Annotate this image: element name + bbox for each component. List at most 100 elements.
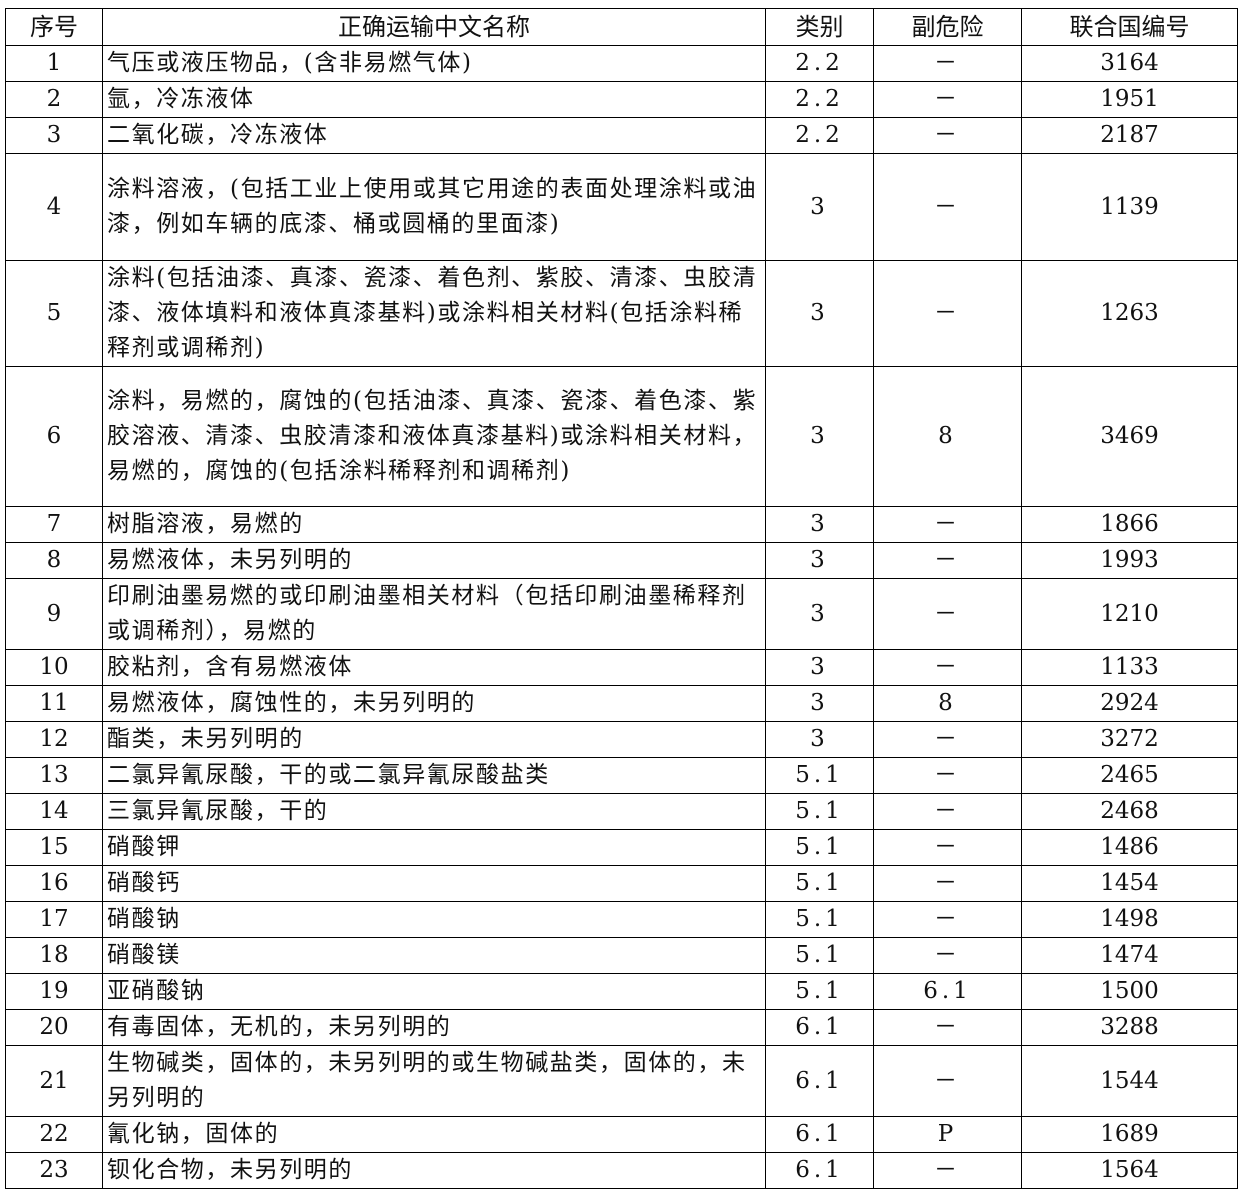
un-number: 2468 xyxy=(1021,793,1238,830)
header-row: 序号 正确运输中文名称 类别 副危险 联合国编号 xyxy=(5,8,1238,46)
shipping-name: 二氯异氰尿酸，干的或二氯异氰尿酸盐类 xyxy=(102,757,766,794)
hazard-class: 3 xyxy=(765,260,874,367)
hazard-class: 3 xyxy=(765,649,874,686)
hazard-class: 6.1 xyxy=(765,1045,874,1117)
table-row: 5 涂料(包括油漆、真漆、瓷漆、着色剂、紫胶、清漆、虫胶清漆、液体填料和液体真漆基… xyxy=(5,260,1238,367)
header-class: 类别 xyxy=(765,8,874,46)
row-number: 19 xyxy=(5,973,103,1010)
subsidiary-risk: － xyxy=(873,937,1022,974)
subsidiary-risk: － xyxy=(873,45,1022,82)
row-number: 16 xyxy=(5,865,103,902)
un-number: 3272 xyxy=(1021,721,1238,758)
un-number: 2465 xyxy=(1021,757,1238,794)
subsidiary-risk: － xyxy=(873,1152,1022,1189)
header-subsidiary-risk: 副危险 xyxy=(873,8,1022,46)
hazard-class: 5.1 xyxy=(765,901,874,938)
shipping-name: 氩，冷冻液体 xyxy=(102,81,766,118)
hazard-class: 6.1 xyxy=(765,1009,874,1046)
table-row: 9 印刷油墨易燃的或印刷油墨相关材料（包括印刷油墨稀释剂或调稀剂），易燃的 3 － 12… xyxy=(5,578,1238,650)
header-name: 正确运输中文名称 xyxy=(102,8,766,46)
hazard-class: 6.1 xyxy=(765,1152,874,1189)
subsidiary-risk: － xyxy=(873,153,1022,261)
shipping-name: 硝酸钾 xyxy=(102,829,766,866)
subsidiary-risk: 6.1 xyxy=(873,973,1022,1010)
row-number: 1 xyxy=(5,45,103,82)
hazard-class: 5.1 xyxy=(765,937,874,974)
shipping-name: 涂料溶液，(包括工业上使用或其它用途的表面处理涂料或油漆，例如车辆的底漆、桶或圆… xyxy=(102,153,766,261)
row-number: 7 xyxy=(5,506,103,543)
un-number: 1993 xyxy=(1021,542,1238,579)
subsidiary-risk: － xyxy=(873,260,1022,367)
table-row: 19 亚硝酸钠 5.1 6.1 1500 xyxy=(5,973,1238,1010)
shipping-name: 树脂溶液，易燃的 xyxy=(102,506,766,543)
shipping-name: 易燃液体，未另列明的 xyxy=(102,542,766,579)
row-number: 14 xyxy=(5,793,103,830)
hazard-class: 3 xyxy=(765,578,874,650)
subsidiary-risk: － xyxy=(873,901,1022,938)
un-number: 1474 xyxy=(1021,937,1238,974)
row-number: 5 xyxy=(5,260,103,367)
header-no: 序号 xyxy=(5,8,103,46)
table-row: 14 三氯异氰尿酸，干的 5.1 － 2468 xyxy=(5,793,1238,830)
row-number: 8 xyxy=(5,542,103,579)
shipping-name: 气压或液压物品，(含非易燃气体) xyxy=(102,45,766,82)
shipping-name: 硝酸钠 xyxy=(102,901,766,938)
subsidiary-risk: － xyxy=(873,829,1022,866)
hazard-class: 5.1 xyxy=(765,865,874,902)
subsidiary-risk: － xyxy=(873,793,1022,830)
header-un-number: 联合国编号 xyxy=(1021,8,1238,46)
table-row: 18 硝酸镁 5.1 － 1474 xyxy=(5,937,1238,974)
un-number: 1133 xyxy=(1021,649,1238,686)
row-number: 6 xyxy=(5,366,103,507)
un-number: 2924 xyxy=(1021,685,1238,722)
un-number: 1500 xyxy=(1021,973,1238,1010)
un-number: 2187 xyxy=(1021,117,1238,154)
shipping-name: 二氧化碳，冷冻液体 xyxy=(102,117,766,154)
table-row: 17 硝酸钠 5.1 － 1498 xyxy=(5,901,1238,938)
row-number: 11 xyxy=(5,685,103,722)
table-row: 15 硝酸钾 5.1 － 1486 xyxy=(5,829,1238,866)
hazard-class: 3 xyxy=(765,366,874,507)
table-row: 21 生物碱类，固体的，未另列明的或生物碱盐类，固体的，未另列明的 6.1 － 1544 xyxy=(5,1045,1238,1117)
table-row: 3 二氧化碳，冷冻液体 2.2 － 2187 xyxy=(5,117,1238,154)
un-number: 1263 xyxy=(1021,260,1238,367)
row-number: 2 xyxy=(5,81,103,118)
shipping-name: 硝酸镁 xyxy=(102,937,766,974)
subsidiary-risk: － xyxy=(873,542,1022,579)
subsidiary-risk: － xyxy=(873,1045,1022,1117)
row-number: 10 xyxy=(5,649,103,686)
un-number: 1498 xyxy=(1021,901,1238,938)
row-number: 18 xyxy=(5,937,103,974)
shipping-name: 氰化钠，固体的 xyxy=(102,1116,766,1153)
shipping-name: 亚硝酸钠 xyxy=(102,973,766,1010)
subsidiary-risk: － xyxy=(873,506,1022,543)
table-row: 10 胶粘剂，含有易燃液体 3 － 1133 xyxy=(5,649,1238,686)
un-number: 1689 xyxy=(1021,1116,1238,1153)
subsidiary-risk: － xyxy=(873,757,1022,794)
shipping-name: 易燃液体，腐蚀性的，未另列明的 xyxy=(102,685,766,722)
row-number: 4 xyxy=(5,153,103,261)
subsidiary-risk: － xyxy=(873,865,1022,902)
table-row: 8 易燃液体，未另列明的 3 － 1993 xyxy=(5,542,1238,579)
row-number: 13 xyxy=(5,757,103,794)
hazard-class: 3 xyxy=(765,153,874,261)
hazard-class: 5.1 xyxy=(765,973,874,1010)
table-row: 2 氩，冷冻液体 2.2 － 1951 xyxy=(5,81,1238,118)
table-row: 6 涂料，易燃的，腐蚀的(包括油漆、真漆、瓷漆、着色漆、紫胶溶液、清漆、虫胶清漆和… xyxy=(5,366,1238,507)
table-row: 22 氰化钠，固体的 6.1 P 1689 xyxy=(5,1116,1238,1153)
un-number: 3164 xyxy=(1021,45,1238,82)
shipping-name: 硝酸钙 xyxy=(102,865,766,902)
hazard-class: 6.1 xyxy=(765,1116,874,1153)
row-number: 20 xyxy=(5,1009,103,1046)
row-number: 22 xyxy=(5,1116,103,1153)
table-row: 4 涂料溶液，(包括工业上使用或其它用途的表面处理涂料或油漆，例如车辆的底漆、桶或… xyxy=(5,153,1238,261)
subsidiary-risk: P xyxy=(873,1116,1022,1153)
shipping-name: 钡化合物，未另列明的 xyxy=(102,1152,766,1189)
table-row: 12 酯类，未另列明的 3 － 3272 xyxy=(5,721,1238,758)
dangerous-goods-table: 序号 正确运输中文名称 类别 副危险 联合国编号 1 气压或液压物品，(含非易燃气… xyxy=(5,8,1238,1189)
table-row: 23 钡化合物，未另列明的 6.1 － 1564 xyxy=(5,1152,1238,1189)
hazard-class: 2.2 xyxy=(765,81,874,118)
un-number: 1866 xyxy=(1021,506,1238,543)
row-number: 3 xyxy=(5,117,103,154)
hazard-class: 3 xyxy=(765,721,874,758)
